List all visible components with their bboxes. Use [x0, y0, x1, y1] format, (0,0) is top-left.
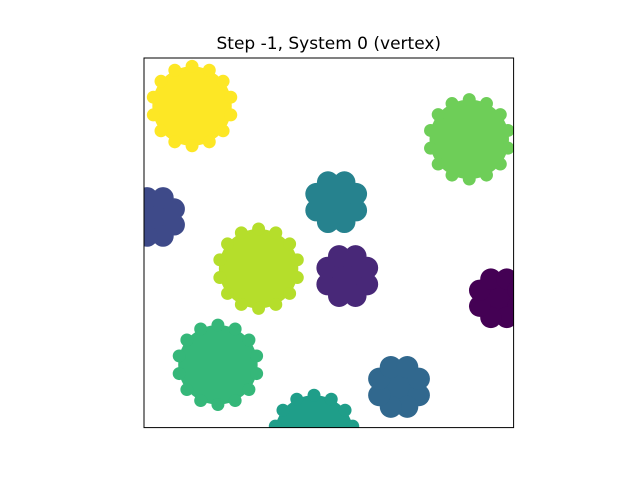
- particle-green: [172, 318, 264, 411]
- particle-purple: [316, 245, 379, 307]
- points-layer: [144, 59, 514, 428]
- particle-indigo: [144, 187, 185, 247]
- particle-blue: [368, 356, 430, 418]
- chart-title: Step -1, System 0 (vertex): [217, 34, 442, 54]
- particle-dark-purple: [468, 268, 514, 329]
- particle-lime: [213, 222, 304, 315]
- particle-yellow: [146, 59, 238, 153]
- particle-light-green: [424, 93, 514, 186]
- particle-teal: [305, 171, 368, 234]
- axes-frame: [143, 57, 515, 429]
- particle-sea-green: [268, 388, 360, 428]
